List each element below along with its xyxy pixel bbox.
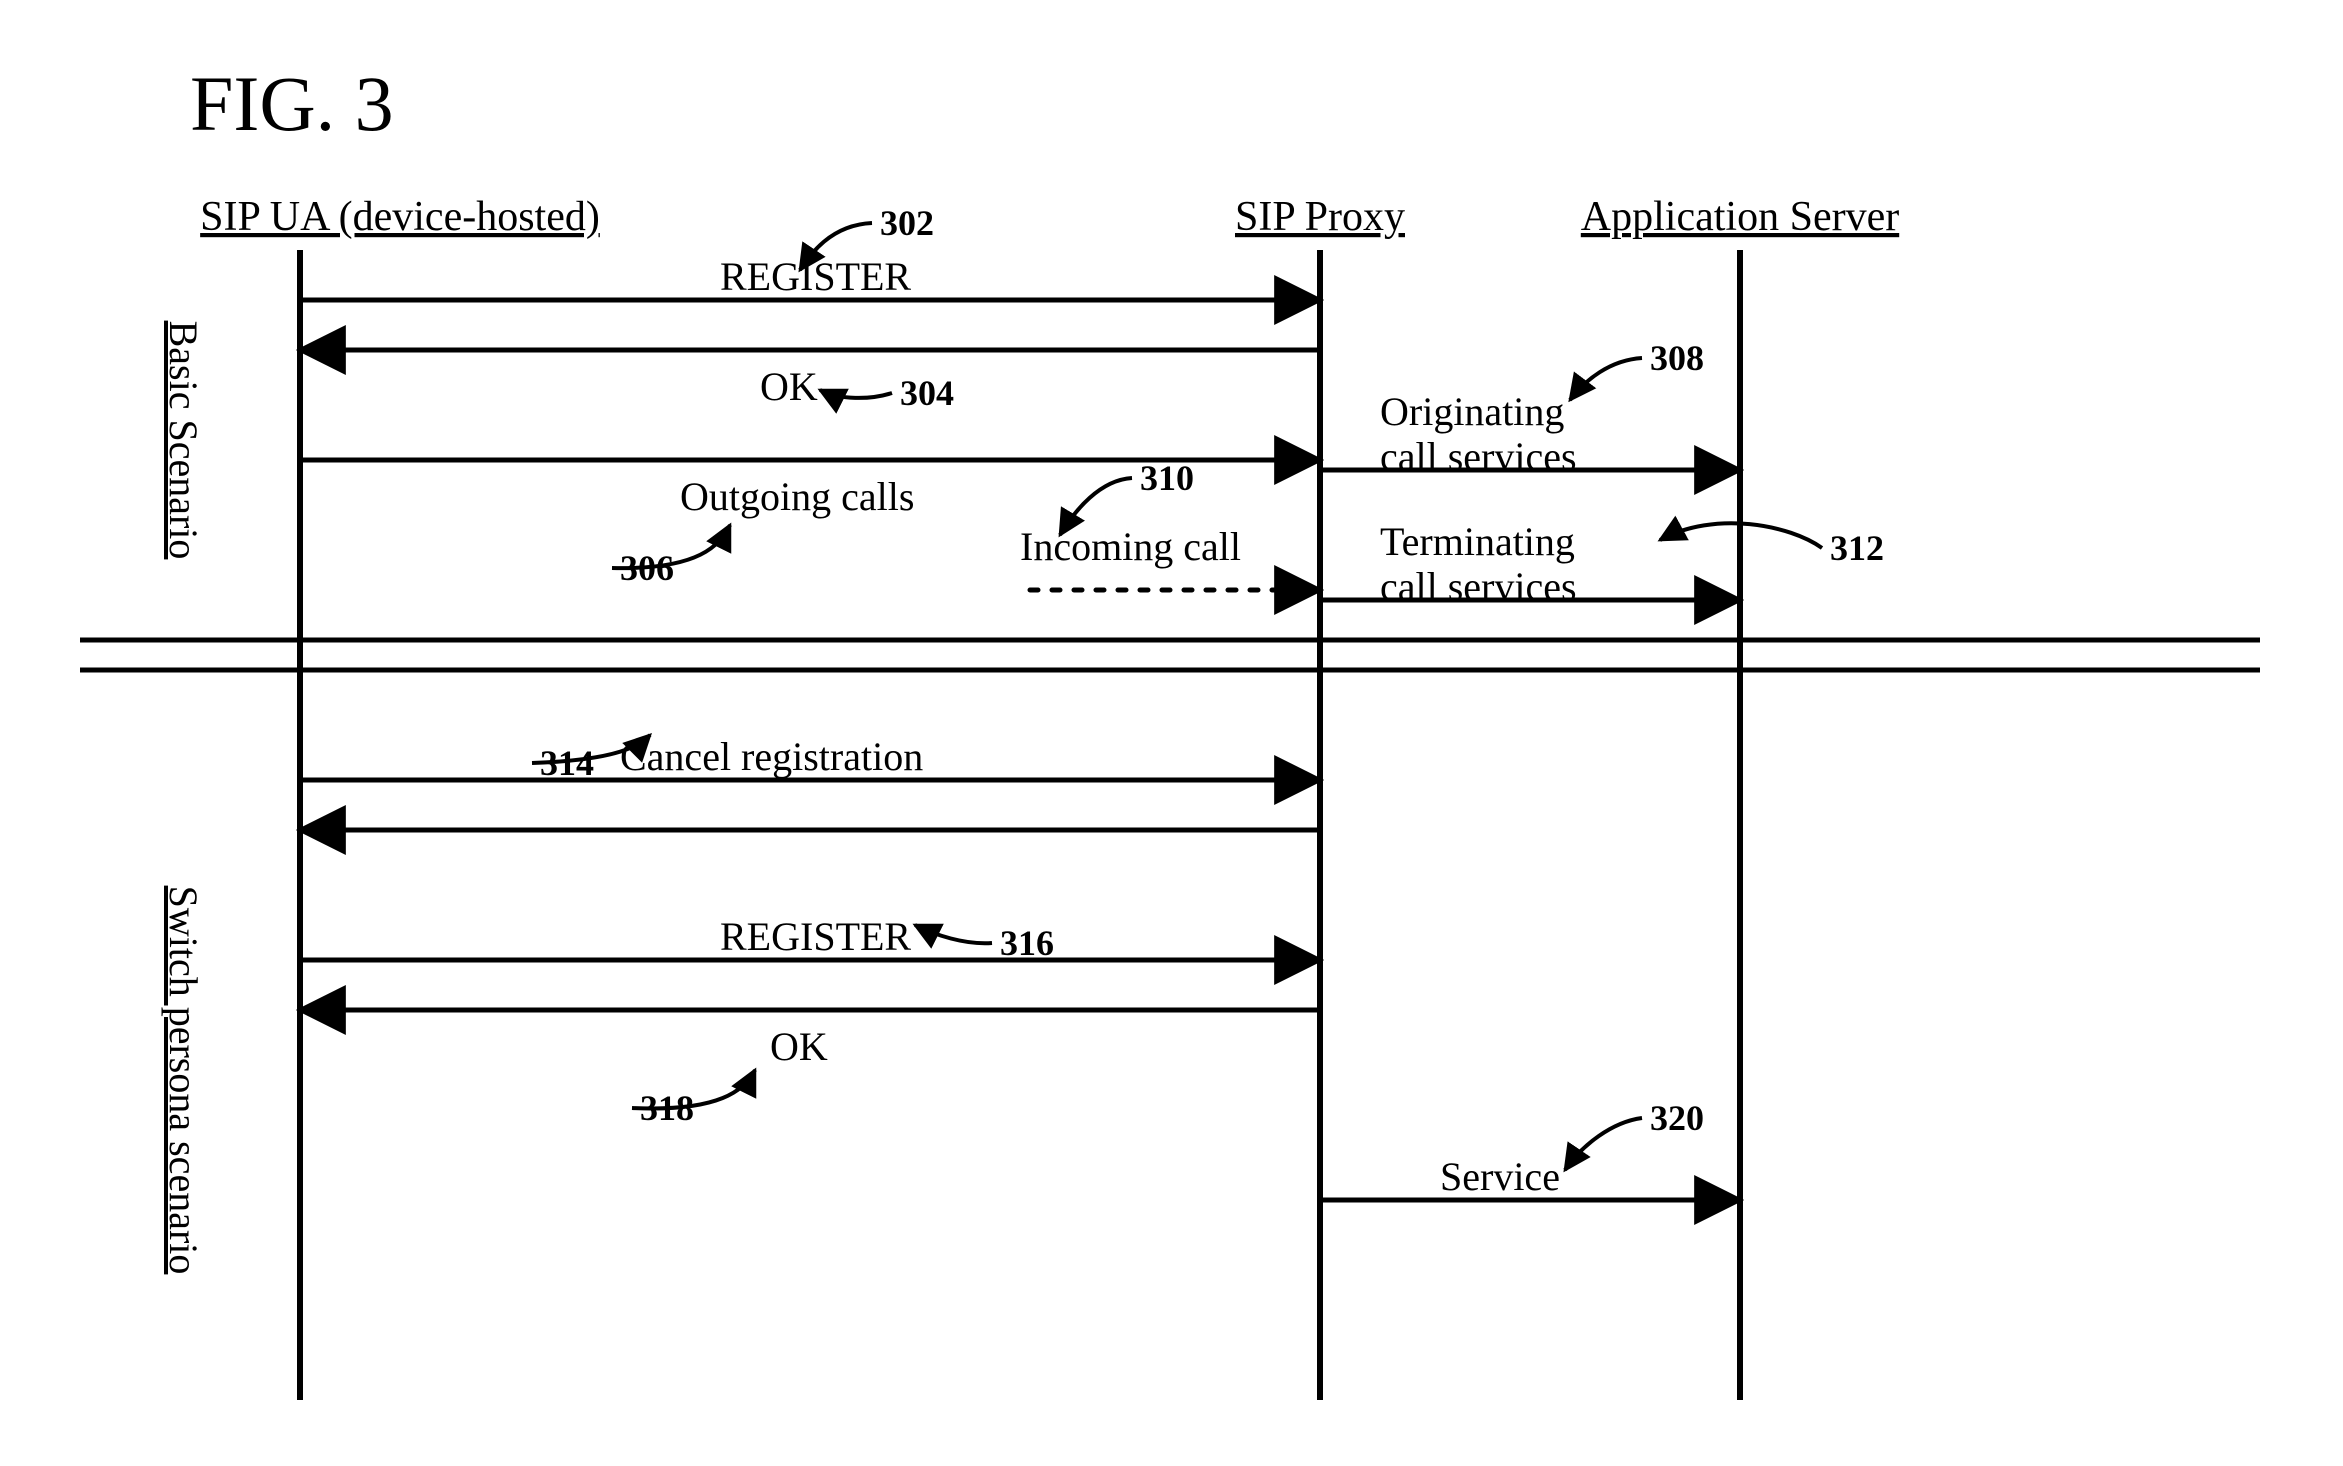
message-label-m318: OK (770, 1024, 828, 1069)
ref-r302: 302 (880, 203, 934, 243)
ref-r310: 310 (1140, 458, 1194, 498)
sequence-diagram: FIG. 3 SIP UA (device-hosted) SIP Proxy App… (0, 0, 2343, 1466)
ref-r308: 308 (1650, 338, 1704, 378)
message-label-m306: Outgoing calls (680, 474, 914, 519)
message-label2-m308: call services (1380, 434, 1577, 479)
message-label2-m312: call services (1380, 564, 1577, 609)
message-label-m308: Originating (1380, 389, 1564, 434)
section-label-basic: Basic Scenario (161, 321, 206, 560)
ref-r316: 316 (1000, 923, 1054, 963)
message-label-m312: Terminating (1380, 519, 1575, 564)
message-label-m304: OK (760, 364, 818, 409)
lifeline-label-proxy: SIP Proxy (1235, 194, 1405, 240)
message-label-m316: REGISTER (720, 914, 911, 959)
message-label-m310: Incoming call (1020, 524, 1241, 569)
figure-label: FIG. 3 (190, 60, 394, 147)
message-label-m314: Cancel registration (620, 734, 923, 779)
message-label-m320: Service (1440, 1154, 1560, 1199)
section-label-switch: Switch persona scenario (161, 886, 206, 1275)
ref-r312: 312 (1830, 528, 1884, 568)
lifeline-label-app: Application Server (1581, 194, 1899, 240)
ref-r320: 320 (1650, 1098, 1704, 1138)
message-label-m302: REGISTER (720, 254, 911, 299)
ref-r304: 304 (900, 373, 954, 413)
lifeline-label-ua: SIP UA (device-hosted) (200, 194, 600, 240)
